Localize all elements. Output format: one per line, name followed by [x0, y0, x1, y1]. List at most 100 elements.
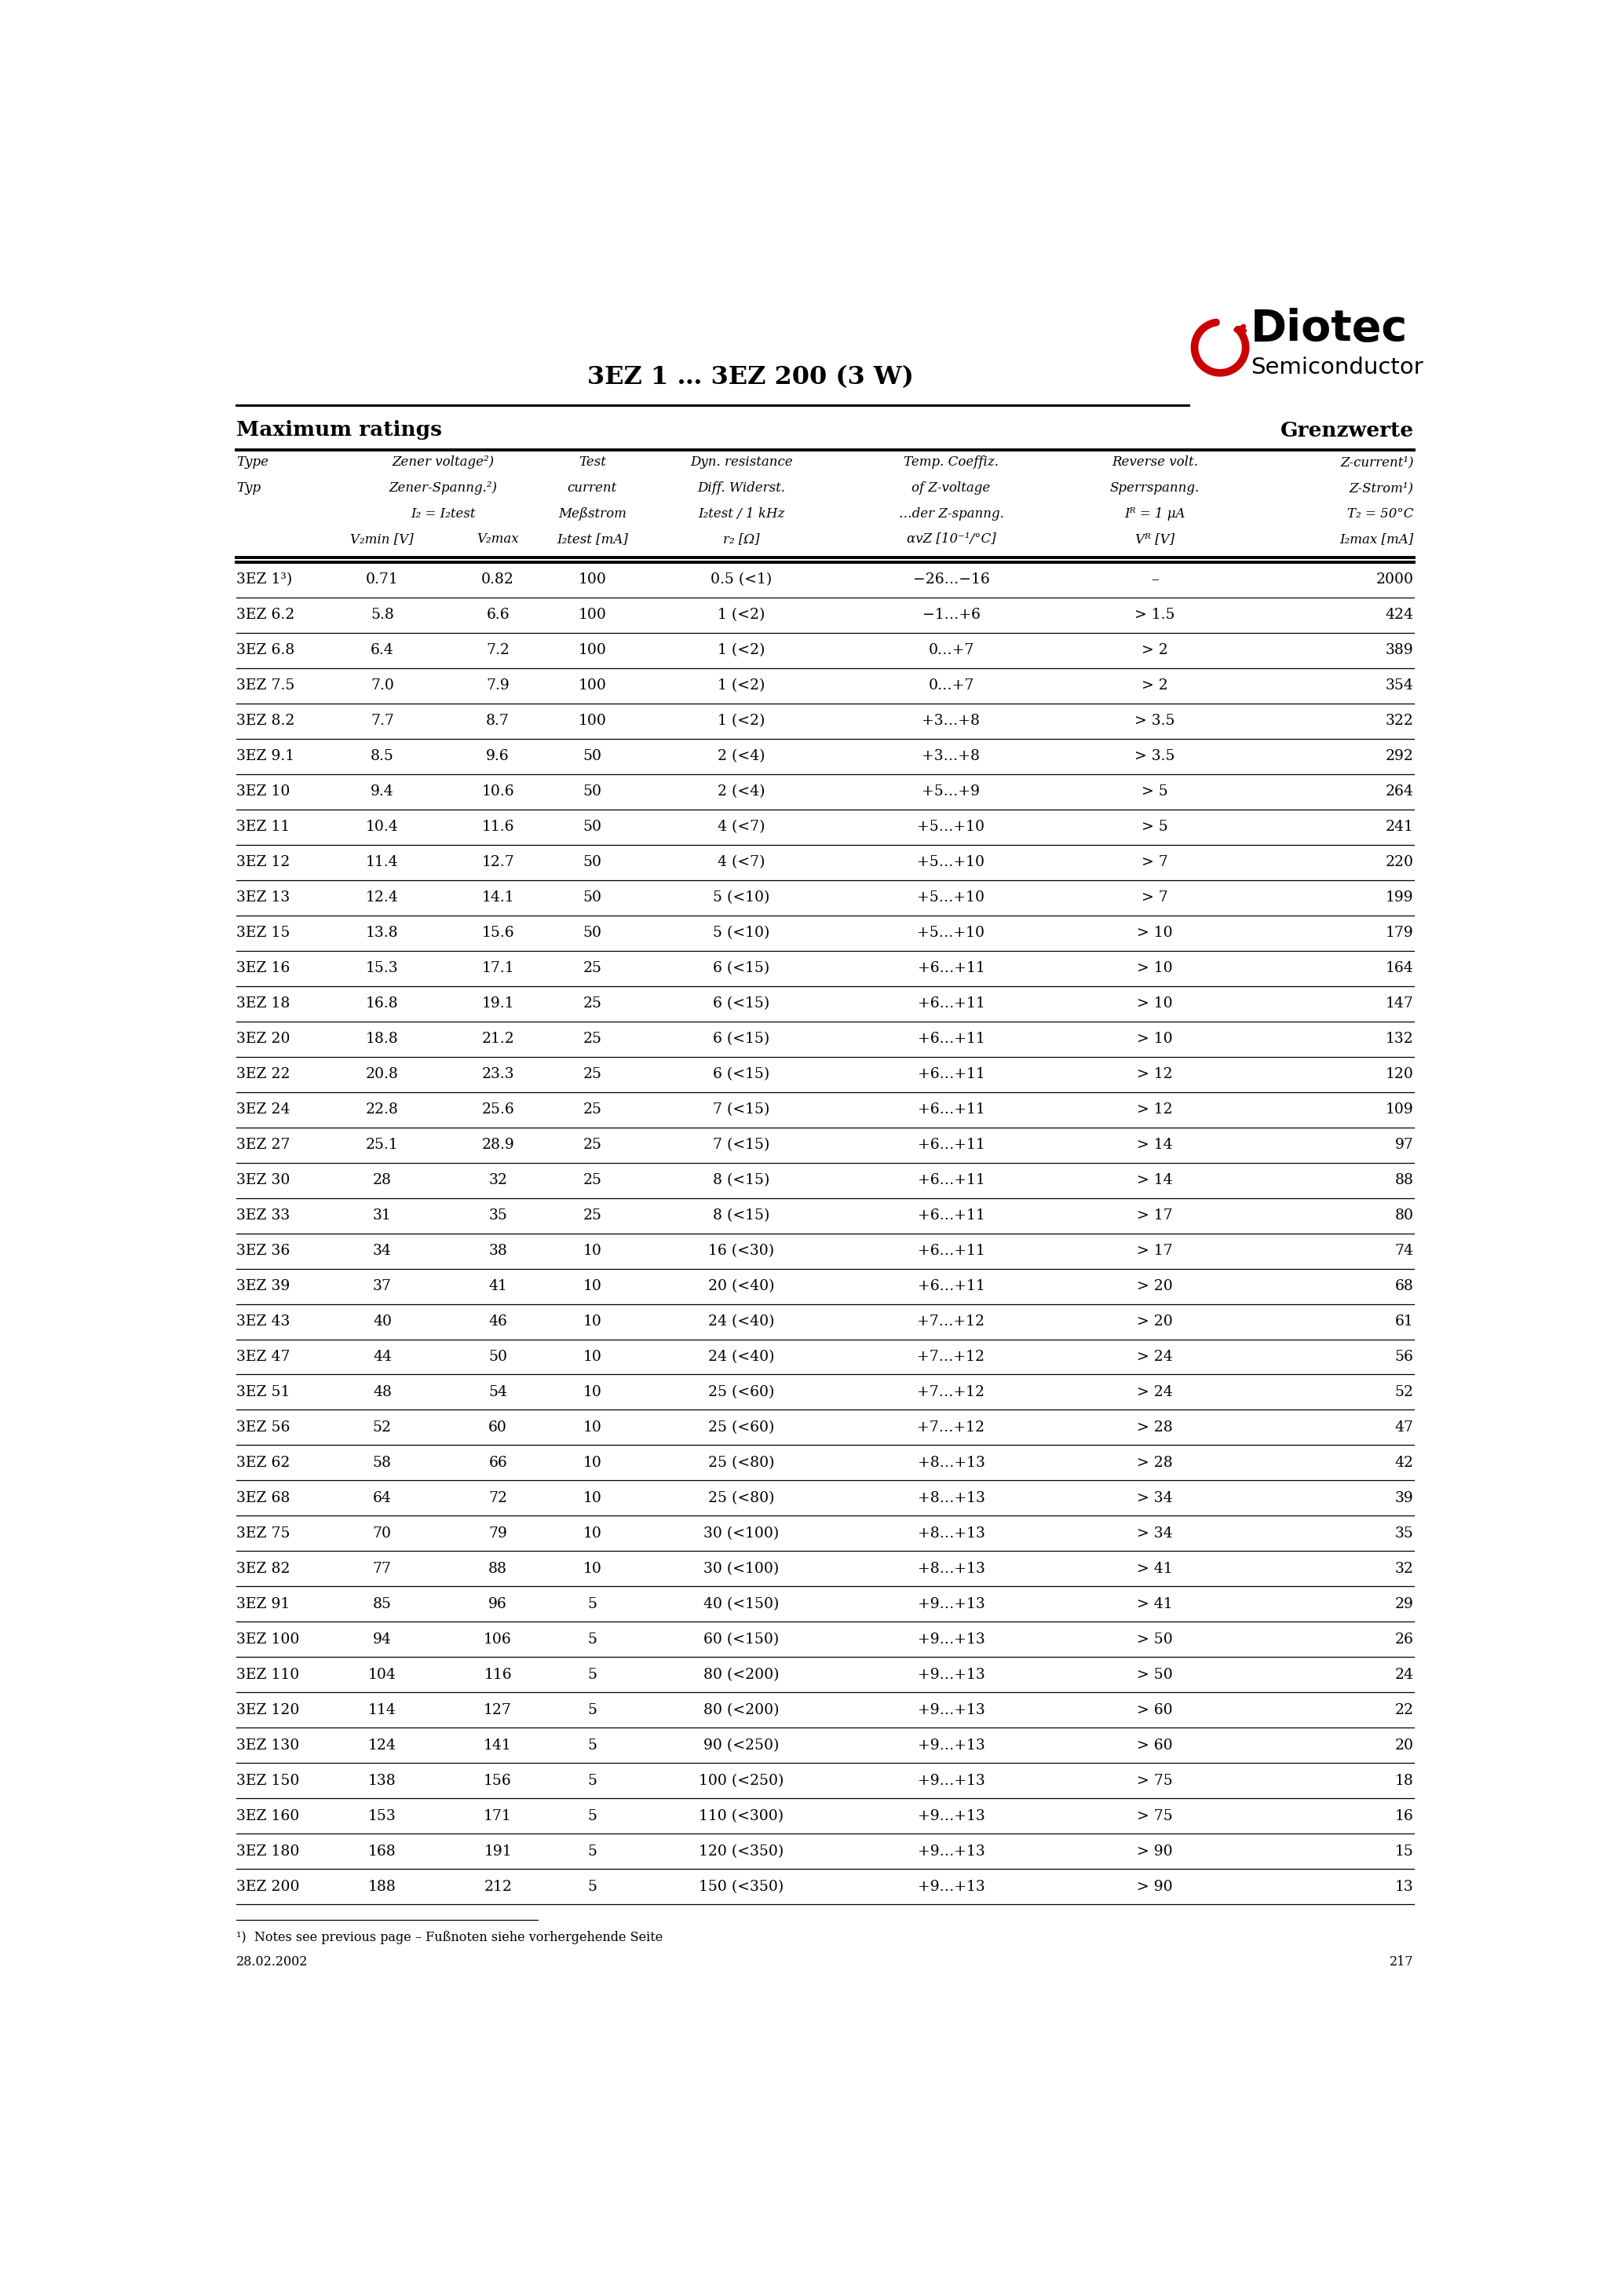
Text: 3EZ 12: 3EZ 12	[237, 856, 290, 870]
Text: +6…+11: +6…+11	[918, 1173, 985, 1187]
Text: 3EZ 6.8: 3EZ 6.8	[237, 643, 295, 657]
Text: Dyn. resistance: Dyn. resistance	[689, 455, 793, 468]
Text: 3EZ 75: 3EZ 75	[237, 1527, 290, 1541]
Text: 10: 10	[582, 1421, 602, 1435]
Text: Grenzwerte: Grenzwerte	[1280, 420, 1413, 441]
Text: 153: 153	[368, 1809, 396, 1823]
Text: 100 (<250): 100 (<250)	[699, 1775, 783, 1789]
Text: +6…+11: +6…+11	[918, 1139, 985, 1153]
Text: 6 (<15): 6 (<15)	[712, 996, 769, 1010]
Text: 3EZ 7.5: 3EZ 7.5	[237, 680, 295, 693]
Text: 1 (<2): 1 (<2)	[717, 714, 766, 728]
Text: 389: 389	[1385, 643, 1413, 657]
Text: 3EZ 51: 3EZ 51	[237, 1384, 290, 1398]
Text: 37: 37	[373, 1279, 391, 1293]
Text: 12.7: 12.7	[482, 856, 514, 870]
Text: +7…+12: +7…+12	[918, 1350, 985, 1364]
Text: 212: 212	[483, 1880, 513, 1894]
Text: 38: 38	[488, 1244, 508, 1258]
Text: 5: 5	[587, 1809, 597, 1823]
Text: > 50: > 50	[1137, 1667, 1173, 1683]
Text: 32: 32	[1395, 1561, 1413, 1575]
Text: Z-current¹): Z-current¹)	[1340, 455, 1413, 468]
Text: 100: 100	[577, 643, 607, 657]
Text: 5: 5	[587, 1704, 597, 1717]
Text: 15.3: 15.3	[367, 962, 399, 976]
Text: 19.1: 19.1	[482, 996, 514, 1010]
Text: +9…+13: +9…+13	[918, 1809, 985, 1823]
Text: 96: 96	[488, 1598, 508, 1612]
Text: +5…+10: +5…+10	[918, 820, 985, 833]
Text: 24: 24	[1395, 1667, 1413, 1683]
Text: Test: Test	[579, 455, 607, 468]
Text: 3EZ 68: 3EZ 68	[237, 1490, 290, 1506]
Text: 3EZ 18: 3EZ 18	[237, 996, 290, 1010]
Text: 220: 220	[1385, 856, 1413, 870]
Text: 1 (<2): 1 (<2)	[717, 680, 766, 693]
Text: 3EZ 22: 3EZ 22	[237, 1068, 290, 1081]
Text: 25 (<60): 25 (<60)	[709, 1384, 774, 1398]
Text: Zener-Spanng.²): Zener-Spanng.²)	[389, 482, 498, 496]
Text: 6 (<15): 6 (<15)	[712, 1068, 769, 1081]
Text: 50: 50	[582, 820, 602, 833]
Text: 2000: 2000	[1375, 572, 1413, 588]
Text: 12.4: 12.4	[367, 891, 399, 905]
Text: 18: 18	[1395, 1775, 1413, 1789]
Text: 3EZ 100: 3EZ 100	[237, 1632, 300, 1646]
Text: 68: 68	[1395, 1279, 1413, 1293]
Text: 3EZ 15: 3EZ 15	[237, 925, 290, 939]
Text: 3EZ 47: 3EZ 47	[237, 1350, 290, 1364]
Text: 150 (<350): 150 (<350)	[699, 1880, 783, 1894]
Text: 3EZ 36: 3EZ 36	[237, 1244, 290, 1258]
Text: +9…+13: +9…+13	[918, 1598, 985, 1612]
Text: +5…+9: +5…+9	[921, 785, 980, 799]
Text: +7…+12: +7…+12	[918, 1316, 985, 1329]
Text: 10: 10	[582, 1384, 602, 1398]
Text: 3EZ 91: 3EZ 91	[237, 1598, 290, 1612]
Text: 44: 44	[373, 1350, 391, 1364]
Text: 0.71: 0.71	[367, 572, 399, 588]
Text: +9…+13: +9…+13	[918, 1775, 985, 1789]
Text: > 90: > 90	[1137, 1880, 1173, 1894]
Text: 40 (<150): 40 (<150)	[704, 1598, 779, 1612]
Text: 9.6: 9.6	[487, 748, 509, 765]
Text: 100: 100	[577, 572, 607, 588]
Text: 61: 61	[1395, 1316, 1413, 1329]
Text: > 3.5: > 3.5	[1135, 714, 1176, 728]
Text: > 20: > 20	[1137, 1316, 1173, 1329]
Text: 40: 40	[373, 1316, 391, 1329]
Text: of Z-voltage: of Z-voltage	[912, 482, 991, 496]
Text: > 5: > 5	[1142, 820, 1168, 833]
Text: +5…+10: +5…+10	[918, 925, 985, 939]
Text: 24 (<40): 24 (<40)	[709, 1350, 774, 1364]
Text: 116: 116	[483, 1667, 513, 1683]
Text: 354: 354	[1385, 680, 1413, 693]
Text: +3…+8: +3…+8	[921, 714, 980, 728]
Text: 52: 52	[1395, 1384, 1413, 1398]
Text: T₂ = 50°C: T₂ = 50°C	[1348, 507, 1413, 521]
Text: 88: 88	[488, 1561, 508, 1575]
Text: 10: 10	[582, 1561, 602, 1575]
Text: 26: 26	[1395, 1632, 1413, 1646]
Text: +9…+13: +9…+13	[918, 1844, 985, 1857]
Text: 25: 25	[582, 996, 602, 1010]
Text: 3EZ 180: 3EZ 180	[237, 1844, 300, 1857]
Text: 94: 94	[373, 1632, 391, 1646]
Text: 90 (<250): 90 (<250)	[704, 1738, 779, 1752]
Text: > 34: > 34	[1137, 1490, 1173, 1506]
Text: 88: 88	[1395, 1173, 1413, 1187]
Text: 156: 156	[483, 1775, 513, 1789]
Text: 171: 171	[483, 1809, 513, 1823]
Text: +9…+13: +9…+13	[918, 1880, 985, 1894]
Text: αvZ [10⁻¹/°C]: αvZ [10⁻¹/°C]	[907, 533, 996, 546]
Text: 4 (<7): 4 (<7)	[717, 820, 766, 833]
Text: 56: 56	[1395, 1350, 1413, 1364]
Text: 35: 35	[488, 1208, 508, 1224]
Text: 25.6: 25.6	[482, 1102, 514, 1116]
Text: Diotec: Diotec	[1251, 308, 1408, 351]
Text: 50: 50	[582, 891, 602, 905]
Text: 72: 72	[488, 1490, 508, 1506]
Text: 7.0: 7.0	[370, 680, 394, 693]
Text: > 1.5: > 1.5	[1135, 608, 1176, 622]
Text: 7.2: 7.2	[487, 643, 509, 657]
